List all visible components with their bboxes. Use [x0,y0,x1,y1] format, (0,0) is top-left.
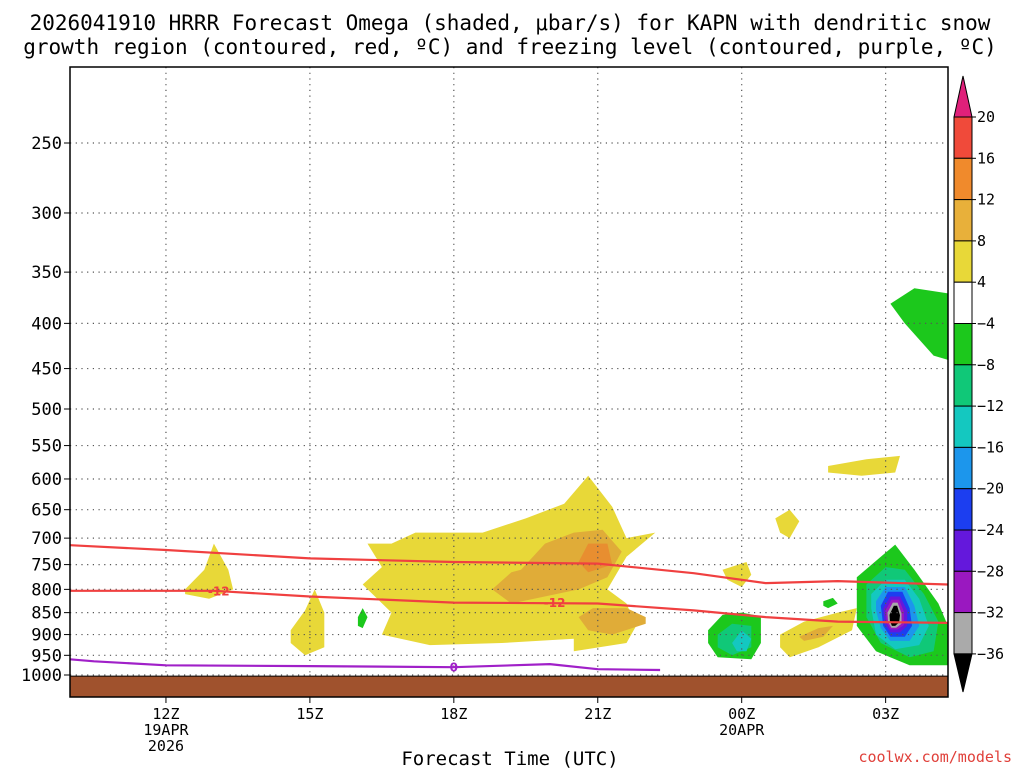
y-tick-label-450: 450 [31,360,62,380]
colorbar-segment-3 [953,240,973,283]
y-tick-label-300: 300 [31,204,62,224]
colorbar-label-6: −8 [977,356,995,374]
pressure-gridlines [70,67,948,697]
colorbar-label-9: −20 [977,480,1004,498]
omega-region-warm-lower-8 [578,608,646,635]
colorbar-label-2: 12 [977,191,995,209]
contour-dgz-upper [69,544,949,586]
colorbar-label-10: −24 [977,521,1004,539]
y-tick-label-500: 500 [31,400,62,420]
omega-region-warm-0230z [828,455,900,476]
omega-region-warm-0030z [775,509,800,539]
y-tick-label-700: 700 [31,529,62,549]
omega-region-cold-0040z [823,597,838,609]
colorbar-segment-9 [953,488,973,531]
y-tick-label-650: 650 [31,501,62,521]
colorbar-label-3: 8 [977,232,986,250]
contour-label-2: 0 [450,661,458,675]
colorbar-segment-7 [953,405,973,448]
y-tick-label-250: 250 [31,134,62,154]
contour-labels: -12 -12 0 [208,584,566,675]
colorbar-label-8: −16 [977,438,1004,456]
omega-region-warm-lower-right-8 [799,625,833,641]
pressure-axis: 2503003504004505005506006507007508008509… [21,134,70,686]
x-tick-label-03Z: 03Z [872,705,899,723]
omega-region-cold-2330z-12 [732,630,752,652]
y-tick-label-550: 550 [31,437,62,457]
contour-dgz-lower [70,589,949,624]
x-tick-year-12Z: 2026 [148,737,184,755]
y-tick-label-950: 950 [31,646,62,666]
colorbar-label-12: −32 [977,604,1004,622]
y-tick-label-350: 350 [31,263,62,283]
x-tick-label-21Z: 21Z [584,705,611,723]
colorbar-label-4: 4 [977,273,986,291]
x-tick-label-00Z: 00Z [728,705,755,723]
colorbar-top-arrow [953,75,973,118]
ground-layer [70,675,948,697]
colorbar-segment-6 [953,364,973,407]
y-tick-label-900: 900 [31,626,62,646]
contour-layer [69,544,949,672]
colorbar-label-11: −28 [977,562,1004,580]
contour-freezing-level [69,658,661,672]
colorbar-label-5: −4 [977,315,995,333]
colorbar-segment-0 [953,116,973,159]
omega-region-cold-upper-right [890,288,948,360]
chart-title-line-2: growth region (contoured, red, ºC) and f… [23,35,997,59]
x-tick-label-18Z: 18Z [440,705,467,723]
colorbar-label-7: −12 [977,397,1004,415]
omega-region-cold-03z-36 [889,605,900,626]
colorbar-label-13: −36 [977,645,1004,663]
y-tick-label-600: 600 [31,470,62,490]
y-tick-label-800: 800 [31,580,62,600]
colorbar-bottom-arrow [953,653,973,693]
omega-region-warm-12z [185,543,234,599]
x-tick-date-00Z: 20APR [719,721,765,739]
y-tick-label-750: 750 [31,556,62,576]
ground-fill [70,676,948,697]
colorbar-segment-5 [953,323,973,366]
colorbar-segment-11 [953,570,973,614]
y-tick-label-400: 400 [31,314,62,334]
colorbar-segment-10 [953,529,973,572]
colorbar-segment-4 [953,281,973,325]
chart-title-line-1: 2026041910 HRRR Forecast Omega (shaded, … [30,11,991,35]
plot-frame [69,66,949,698]
y-tick-label-850: 850 [31,604,62,624]
contour-label-0: -12 [208,584,230,598]
omega-region-warm-15z [290,589,325,656]
colorbar-segment-8 [953,446,973,490]
x-tick-label-15Z: 15Z [296,705,323,723]
x-tick-label-12Z: 12Z [152,705,179,723]
colorbar: 20 16 12 8 4 −4 −8 −12 −16 −20 −24 −28 −32 −36 [953,75,1004,693]
colorbar-segment-1 [953,157,973,201]
x-tick-date-12Z: 19APR [143,721,189,739]
colorbar-segment-12 [953,612,973,655]
omega-region-cold-16z [357,608,368,629]
credit-text[interactable]: coolwx.com/models [858,748,1012,766]
colorbar-segment-2 [953,199,973,242]
colorbar-label-0: 20 [977,108,995,126]
y-tick-label-1000: 1000 [21,666,62,686]
contour-label-1: -12 [544,596,566,610]
colorbar-label-1: 16 [977,149,995,167]
x-axis-label: Forecast Time (UTC) [401,748,618,768]
